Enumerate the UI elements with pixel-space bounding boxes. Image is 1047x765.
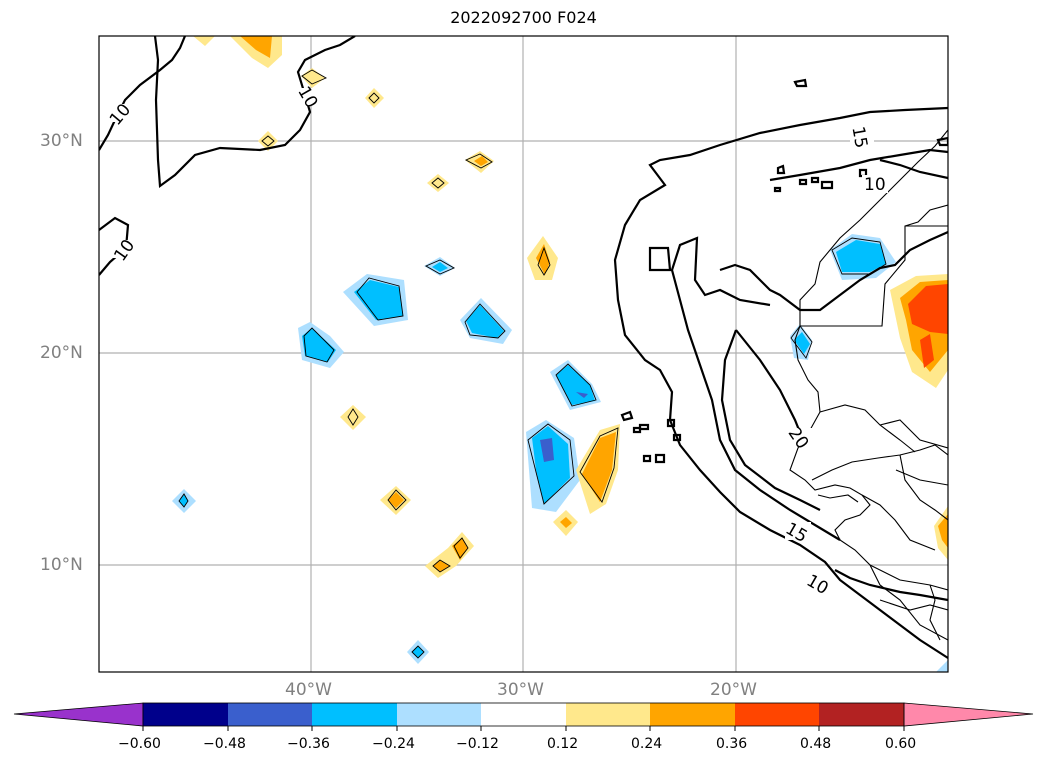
lat-label: 20°N (40, 343, 83, 363)
map-figure: 10 10 10 15 10 20 15 10 (0, 0, 1047, 765)
colorbar-segment (312, 703, 397, 726)
colorbar-tick-label: −0.36 (287, 736, 330, 752)
colorbar-over-arrow (904, 703, 1033, 726)
colorbar-tick-label: 0.60 (885, 736, 916, 752)
lat-label: 30°N (40, 131, 83, 151)
colorbar-segment (735, 703, 819, 726)
colorbar-tick-label: −0.60 (118, 736, 161, 752)
lon-label: 40°W (285, 680, 332, 700)
colorbar-segment (228, 703, 312, 726)
colorbar (14, 703, 1033, 731)
colorbar-tick-label: 0.12 (547, 736, 578, 752)
lon-label: 30°W (497, 680, 544, 700)
lon-label: 20°W (710, 680, 757, 700)
colorbar-segment (481, 703, 566, 726)
colorbar-tick-label: −0.12 (456, 736, 499, 752)
map-area: 10 10 10 15 10 20 15 10 (99, 36, 948, 672)
colorbar-tick-label: 0.36 (716, 736, 747, 752)
contour-label: 10 (864, 175, 886, 195)
colorbar-segment (650, 703, 735, 726)
colorbar-segment (566, 703, 650, 726)
lat-label: 10°N (40, 555, 83, 575)
colorbar-tick-label: −0.48 (203, 736, 246, 752)
contour-label: 15 (847, 125, 870, 150)
colorbar-segment (819, 703, 904, 726)
colorbar-tick-label: 0.48 (800, 736, 831, 752)
colorbar-segment (143, 703, 228, 726)
colorbar-tick-label: 0.24 (631, 736, 662, 752)
colorbar-tick-label: −0.24 (372, 736, 415, 752)
colorbar-segment (397, 703, 481, 726)
colorbar-under-arrow (14, 703, 143, 726)
